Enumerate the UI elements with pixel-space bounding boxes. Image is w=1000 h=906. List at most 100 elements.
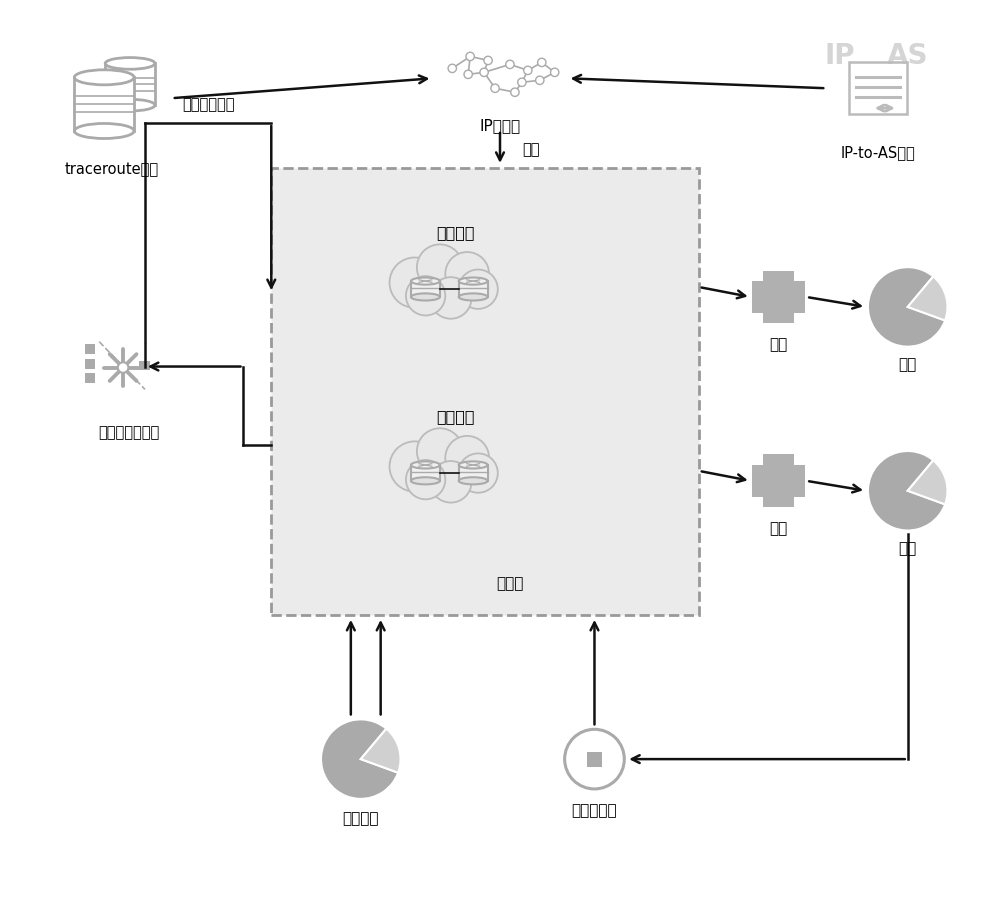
Wedge shape [361,728,401,773]
Bar [773,281,784,292]
Ellipse shape [459,477,488,485]
Bar [784,303,794,313]
Circle shape [445,436,489,479]
Text: 特征: 特征 [769,337,788,352]
Circle shape [458,269,498,309]
Circle shape [506,60,514,69]
Wedge shape [321,719,398,799]
Circle shape [464,70,472,79]
Bar [85,373,95,383]
Bar [784,455,794,465]
Bar [784,487,794,496]
Wedge shape [868,451,945,531]
Bar [849,63,907,114]
Ellipse shape [459,277,488,284]
Text: 朴素贝叶斯分类: 朴素贝叶斯分类 [98,426,160,440]
Bar [773,313,784,323]
Bar [763,455,773,465]
Bar [763,496,773,507]
Bar [752,476,763,487]
Bar [784,465,794,476]
Bar [773,455,784,465]
Ellipse shape [411,477,440,485]
Circle shape [538,58,546,66]
Bar [773,496,784,507]
Ellipse shape [105,58,155,69]
Text: 建模: 建模 [522,142,539,158]
Ellipse shape [74,70,134,85]
Bar [794,465,805,476]
Bar [763,313,773,323]
Circle shape [466,53,474,61]
Bar [763,476,773,487]
Bar [794,303,805,313]
Bar [411,465,440,481]
Bar [74,77,134,131]
Text: 更新连接类型: 更新连接类型 [182,98,234,112]
Bar [784,271,794,281]
Bar [763,292,773,303]
Bar [85,359,95,369]
Ellipse shape [411,294,440,301]
Text: 域间连接: 域间连接 [436,409,475,424]
Wedge shape [868,267,945,347]
Ellipse shape [74,123,134,139]
FancyBboxPatch shape [271,168,699,615]
Circle shape [484,56,492,64]
Text: IP级拓扑: IP级拓扑 [479,119,521,133]
Text: AS: AS [887,43,928,71]
Ellipse shape [105,100,155,111]
Text: IP: IP [825,43,855,71]
Bar [752,465,763,476]
Bar [763,487,773,496]
Ellipse shape [404,266,486,308]
Bar [794,476,805,487]
Bar [794,281,805,292]
Ellipse shape [411,461,440,468]
Bar [784,292,794,303]
Bar [459,281,488,297]
Text: 参数: 参数 [899,541,917,556]
Ellipse shape [404,450,486,492]
Circle shape [458,453,498,493]
Text: 收敛后停止: 收敛后停止 [572,804,617,818]
Circle shape [511,88,519,96]
Wedge shape [908,276,947,321]
Bar [105,63,155,105]
Circle shape [390,441,440,492]
Circle shape [430,277,472,319]
Bar [784,281,794,292]
Bar [773,487,784,496]
Circle shape [491,84,499,92]
Ellipse shape [459,461,488,468]
Bar [411,281,440,297]
Circle shape [518,78,526,86]
Bar [784,313,794,323]
Circle shape [390,257,440,308]
Bar [773,303,784,313]
Bar [773,476,784,487]
Circle shape [417,429,463,474]
Circle shape [417,245,463,290]
Bar [763,281,773,292]
Bar [763,303,773,313]
Bar [784,496,794,507]
Circle shape [480,68,488,76]
Text: 域内连接: 域内连接 [436,225,475,240]
Circle shape [118,362,128,372]
Bar [773,465,784,476]
Bar [773,271,784,281]
Circle shape [406,460,445,499]
Circle shape [536,76,544,84]
Bar [459,465,488,481]
Bar [763,271,773,281]
Bar [784,476,794,487]
Bar [752,303,763,313]
Text: IP-to-AS映射: IP-to-AS映射 [841,145,915,160]
Bar [752,292,763,303]
Text: 特征: 特征 [769,521,788,536]
Ellipse shape [459,294,488,301]
Bar [794,292,805,303]
Circle shape [565,729,624,789]
Text: 初始参数: 初始参数 [343,811,379,826]
